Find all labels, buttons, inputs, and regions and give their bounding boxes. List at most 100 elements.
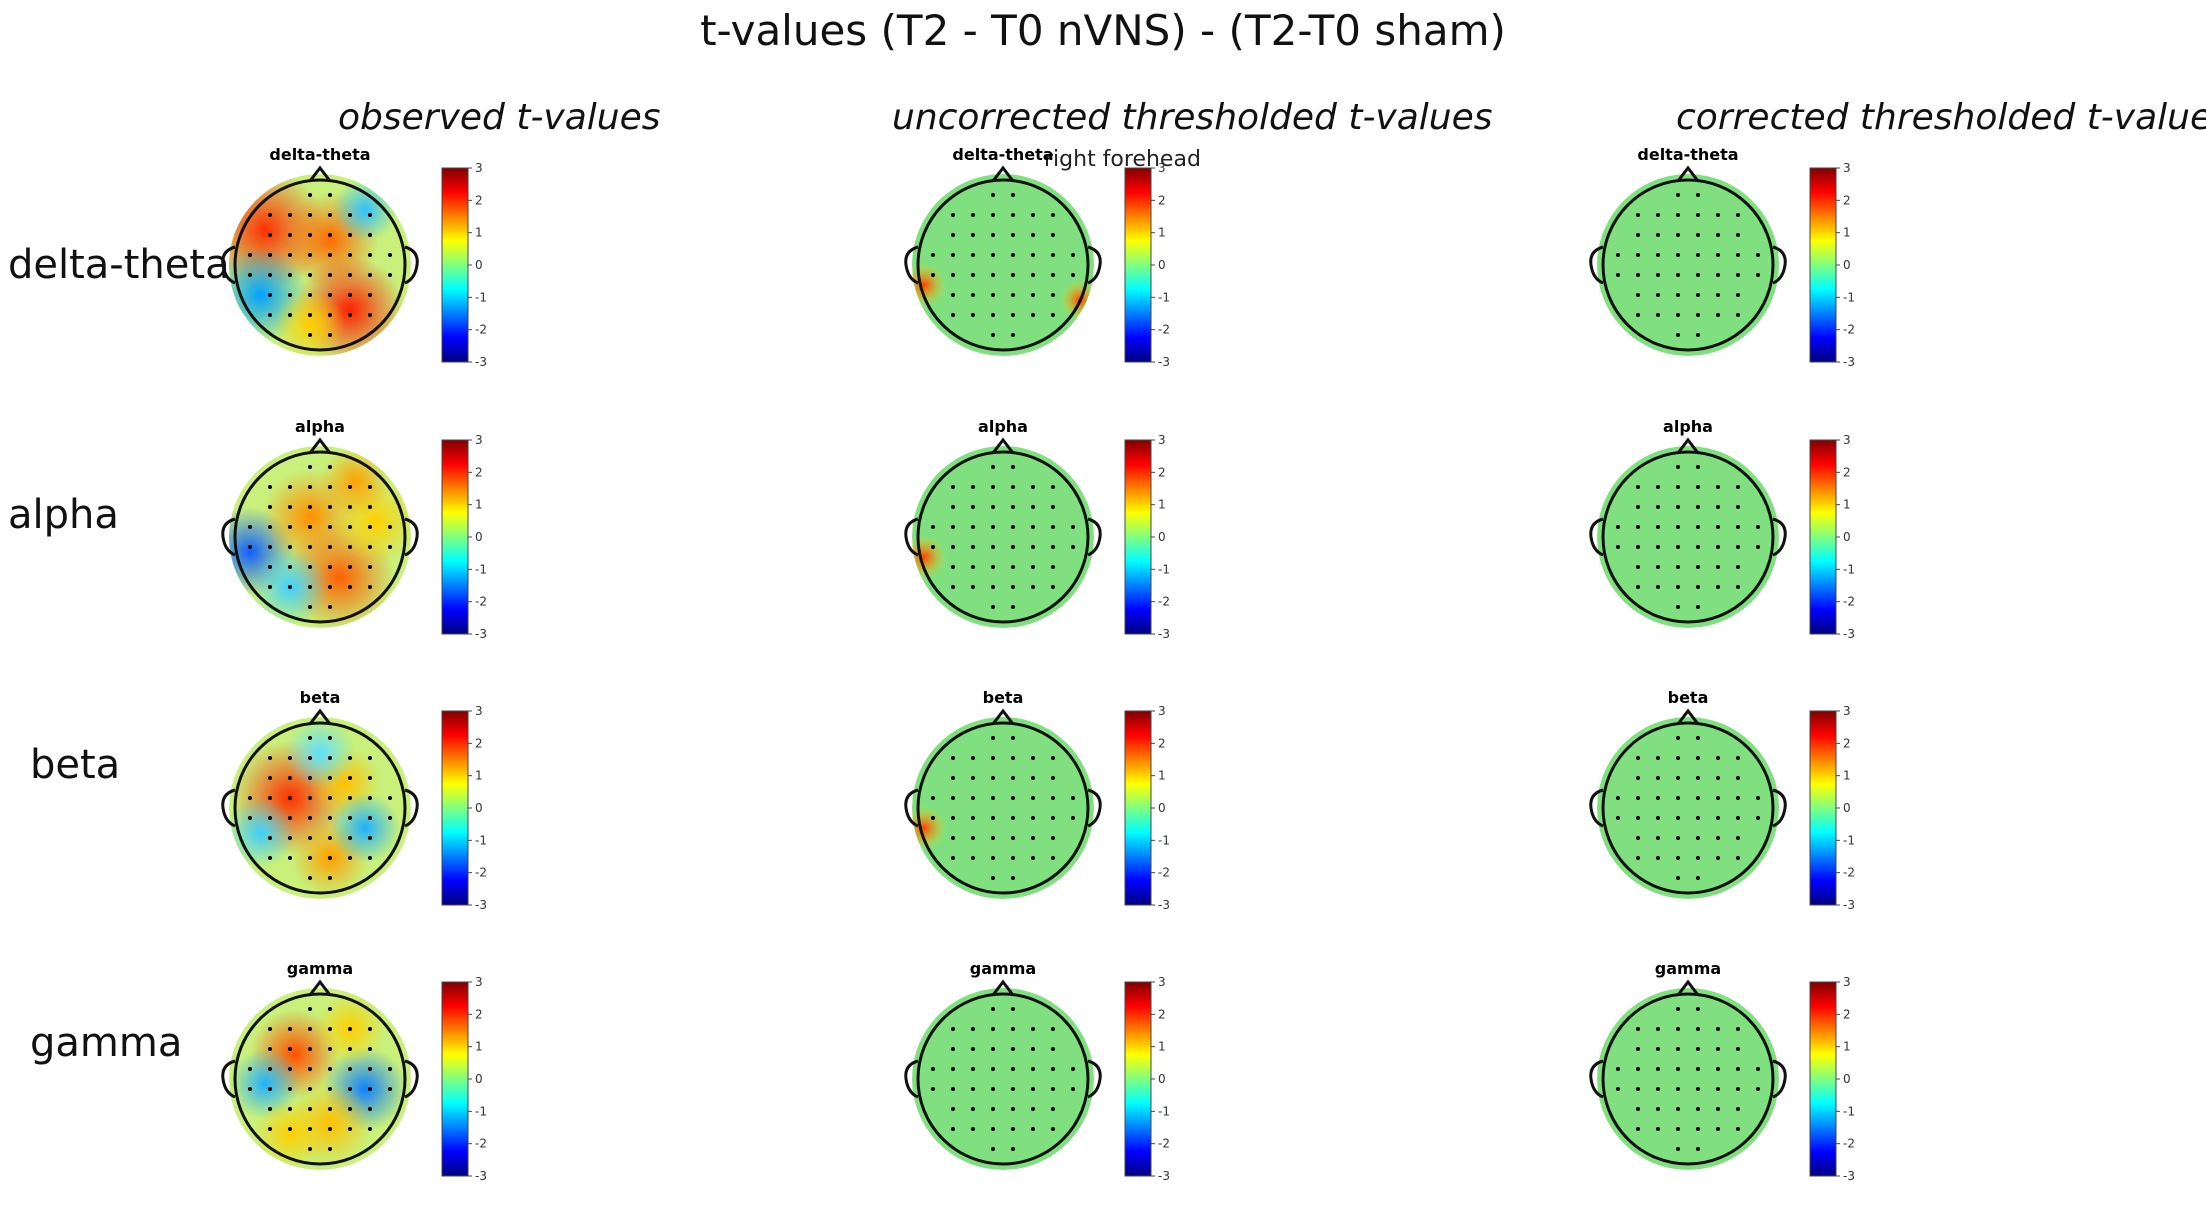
colorbar-tick-label: -3 xyxy=(1158,898,1170,912)
colorbar-tick-label: -3 xyxy=(1843,1169,1855,1183)
colorbar-tick-label: -3 xyxy=(1843,355,1855,369)
colorbar-tick-label: -1 xyxy=(1843,833,1855,847)
colorbar-tick-label: 2 xyxy=(475,465,483,479)
band-title: delta-theta xyxy=(269,145,370,164)
band-title: alpha xyxy=(1663,417,1713,436)
colorbar-tick-label: -3 xyxy=(1158,355,1170,369)
colorbar-tick-label: 2 xyxy=(475,1007,483,1021)
colorbar-tick-label: -1 xyxy=(475,833,487,847)
colorbar-tick-label: 0 xyxy=(475,801,483,815)
colorbar-tick-label: -3 xyxy=(1158,1169,1170,1183)
colorbar-tick-label: -1 xyxy=(1843,1104,1855,1118)
colorbar-tick-label: 1 xyxy=(475,769,483,783)
colorbar-tick-label: 2 xyxy=(475,193,483,207)
colorbar-tick-label: -2 xyxy=(1158,1137,1170,1151)
colorbar-tick-label: -1 xyxy=(1158,290,1170,304)
colorbar-tick-label: -3 xyxy=(475,355,487,369)
column-header-corrected: corrected thresholded t-values xyxy=(1676,97,2206,138)
colorbar-tick-label: -2 xyxy=(475,323,487,337)
row-label-beta: beta xyxy=(30,742,121,788)
figure-title: t-values (T2 - T0 nVNS) - (T2-T0 sham) xyxy=(700,6,1506,55)
colorbar xyxy=(441,439,469,635)
colorbar-tick-label: 2 xyxy=(1843,465,1851,479)
colorbar-tick-label: 3 xyxy=(475,975,483,989)
colorbar-tick-label: 1 xyxy=(1158,498,1166,512)
topomap-beta-uncorrected: beta 3 2 1 0 -1 -2 -3 xyxy=(904,688,1170,912)
colorbar-tick-label: -2 xyxy=(1843,866,1855,880)
colorbar-tick-label: 3 xyxy=(475,704,483,718)
column-header-uncorrected: uncorrected thresholded t-values xyxy=(892,97,1493,138)
topomap-gamma-corrected: gamma 3 2 1 0 -1 -2 -3 xyxy=(1589,959,1855,1183)
colorbar-tick-label: 0 xyxy=(1843,1072,1851,1086)
colorbar xyxy=(1124,167,1152,363)
colorbar-tick-label: 0 xyxy=(1158,530,1166,544)
colorbar-tick-label: 0 xyxy=(1158,258,1166,272)
colorbar-tick-label: -2 xyxy=(1158,323,1170,337)
colorbar-tick-label: 2 xyxy=(1158,193,1166,207)
band-title: beta xyxy=(300,688,341,707)
colorbar xyxy=(1809,710,1837,906)
colorbar-tick-label: -1 xyxy=(475,1104,487,1118)
colorbar-tick-label: -1 xyxy=(1158,1104,1170,1118)
colorbar-tick-label: -2 xyxy=(1843,1137,1855,1151)
topomap-delta-theta-uncorrected: delta-theta 3 2 1 0 -1 -2 -3 xyxy=(904,145,1170,369)
colorbar-tick-label: 3 xyxy=(1158,433,1166,447)
colorbar-tick-label: 1 xyxy=(475,498,483,512)
colorbar-tick-label: 3 xyxy=(475,161,483,175)
colorbar-tick-label: 1 xyxy=(1843,226,1851,240)
colorbar-tick-label: 3 xyxy=(1843,161,1851,175)
colorbar-tick-label: -3 xyxy=(1843,898,1855,912)
band-title: delta-theta xyxy=(952,145,1053,164)
colorbar-tick-label: -2 xyxy=(475,1137,487,1151)
colorbar-tick-label: 2 xyxy=(1843,193,1851,207)
colorbar-tick-label: -2 xyxy=(1158,866,1170,880)
band-title: gamma xyxy=(1655,959,1721,978)
colorbar-tick-label: -3 xyxy=(1158,627,1170,641)
colorbar-tick-label: 2 xyxy=(1158,1007,1166,1021)
colorbar-tick-label: 3 xyxy=(1843,433,1851,447)
colorbar-tick-label: 1 xyxy=(1158,1040,1166,1054)
colorbar-tick-label: 1 xyxy=(1843,769,1851,783)
colorbar-tick-label: -3 xyxy=(475,898,487,912)
colorbar-tick-label: 0 xyxy=(475,258,483,272)
colorbar-tick-label: 0 xyxy=(1843,801,1851,815)
colorbar-tick-label: 3 xyxy=(1158,704,1166,718)
topomap-gamma-uncorrected: gamma 3 2 1 0 -1 -2 -3 xyxy=(904,959,1170,1183)
colorbar-tick-label: 3 xyxy=(1158,161,1166,175)
band-title: delta-theta xyxy=(1637,145,1738,164)
band-title: alpha xyxy=(295,417,345,436)
colorbar-tick-label: 2 xyxy=(1843,1007,1851,1021)
row-label-gamma: gamma xyxy=(30,1020,183,1066)
topomap-beta-observed: beta 3 2 1 0 -1 -2 -3 xyxy=(221,688,487,912)
colorbar-tick-label: -2 xyxy=(475,866,487,880)
colorbar xyxy=(1124,981,1152,1177)
colorbar-tick-label: -2 xyxy=(1843,595,1855,609)
colorbar xyxy=(441,710,469,906)
colorbar-tick-label: -3 xyxy=(475,627,487,641)
colorbar xyxy=(1809,167,1837,363)
band-title: beta xyxy=(983,688,1024,707)
colorbar-tick-label: -2 xyxy=(475,595,487,609)
colorbar-tick-label: 1 xyxy=(475,226,483,240)
colorbar-tick-label: 1 xyxy=(1158,769,1166,783)
colorbar-tick-label: -1 xyxy=(1843,290,1855,304)
colorbar-tick-label: -1 xyxy=(475,290,487,304)
colorbar-tick-label: -1 xyxy=(1843,562,1855,576)
colorbar-tick-label: 1 xyxy=(1843,498,1851,512)
colorbar-tick-label: 1 xyxy=(1158,226,1166,240)
colorbar-tick-label: 2 xyxy=(475,736,483,750)
colorbar-tick-label: 0 xyxy=(1158,1072,1166,1086)
colorbar-tick-label: 2 xyxy=(1158,465,1166,479)
colorbar-tick-label: -1 xyxy=(1158,562,1170,576)
colorbar-tick-label: 2 xyxy=(1158,736,1166,750)
colorbar xyxy=(1809,981,1837,1177)
colorbar-tick-label: 0 xyxy=(1158,801,1166,815)
colorbar xyxy=(1809,439,1837,635)
right-forehead-annotation: right forehead xyxy=(1044,147,1201,172)
band-title: gamma xyxy=(287,959,353,978)
colorbar-tick-label: 1 xyxy=(475,1040,483,1054)
column-header-observed: observed t-values xyxy=(338,97,661,138)
band-title: beta xyxy=(1668,688,1709,707)
band-title: alpha xyxy=(978,417,1028,436)
colorbar xyxy=(1124,439,1152,635)
